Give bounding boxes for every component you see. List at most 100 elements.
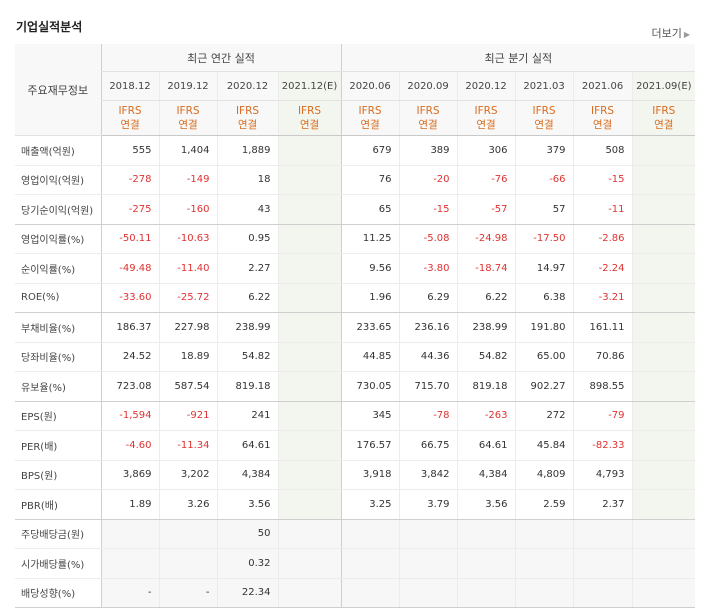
period-header-row: 2018.12 2019.12 2020.12 2021.12(E) 2020.06 20… (15, 71, 696, 101)
table-cell: 3,869 (100, 460, 159, 490)
table-cell (631, 283, 696, 313)
row-label: 유보율(%) (15, 371, 101, 402)
table-cell: -275 (100, 194, 159, 225)
table-row: 매출액(억원) 555 1,404 1,889 679 389 306 379 508 (15, 135, 696, 166)
table-cell: 306 (456, 135, 516, 166)
table-cell: 54.82 (216, 342, 278, 372)
table-cell: -1,594 (100, 401, 159, 431)
table-cell (631, 371, 696, 402)
table-cell: -3.80 (398, 253, 458, 284)
table-cell (340, 578, 400, 608)
table-cell: 45.84 (514, 430, 574, 461)
table-cell: 0.95 (216, 224, 278, 254)
table-cell: 3.26 (158, 489, 217, 520)
table-cell: -11.34 (158, 430, 217, 461)
table-cell: 65 (340, 194, 400, 225)
table-cell: -11 (572, 194, 633, 225)
table-cell: -76 (456, 165, 516, 195)
row-label: 시가배당률(%) (15, 548, 101, 579)
annual-group-header: 최근 연간 실적 (100, 44, 342, 72)
ifrs-header: IFRS 연결 (456, 100, 516, 136)
table-cell: 76 (340, 165, 400, 195)
table-cell (631, 135, 696, 166)
consolidated-label: 연결 (178, 119, 198, 131)
table-cell: -4.60 (100, 430, 159, 461)
financial-table: 주요재무정보 최근 연간 실적 최근 분기 실적 2018.12 2019.12 2… (15, 44, 696, 608)
table-cell (277, 165, 342, 195)
table-cell: 11.25 (340, 224, 400, 254)
table-cell: 22.34 (216, 578, 278, 608)
table-cell: -15 (572, 165, 633, 195)
table-cell: 44.36 (398, 342, 458, 372)
period-header: 2020.09 (398, 71, 458, 101)
ifrs-header: IFRS 연결 (631, 100, 696, 136)
table-cell: 1,889 (216, 135, 278, 166)
table-row: 시가배당률(%) 0.32 (15, 548, 696, 579)
row-label: 당좌비율(%) (15, 342, 101, 372)
table-cell: 54.82 (456, 342, 516, 372)
table-cell: 3.79 (398, 489, 458, 520)
table-row: 당기순이익(억원) -275 -160 43 65 -15 -57 57 -11 (15, 194, 696, 225)
table-cell: -50.11 (100, 224, 159, 254)
row-label: 매출액(억원) (15, 135, 101, 166)
consolidated-label: 연결 (237, 119, 258, 131)
table-cell: 64.61 (216, 430, 278, 461)
table-cell: 236.16 (398, 312, 458, 343)
table-cell: -25.72 (158, 283, 217, 313)
ifrs-header-row: IFRS 연결 IFRS 연결 IFRS 연결 IFRS 연결 IFRS 연결 IFRS 연결 IFRS… (15, 100, 696, 136)
table-cell (631, 430, 696, 461)
table-cell (631, 253, 696, 284)
table-cell (631, 578, 696, 608)
table-cell (514, 578, 574, 608)
table-row: BPS(원) 3,869 3,202 4,384 3,918 3,842 4,384 4,80… (15, 460, 696, 490)
table-cell (277, 135, 342, 166)
table-cell: -24.98 (456, 224, 516, 254)
table-cell (398, 519, 458, 549)
table-cell: 3.56 (456, 489, 516, 520)
more-link[interactable]: 더보기 ▶ (651, 25, 690, 41)
table-cell (277, 371, 342, 402)
table-cell (631, 165, 696, 195)
table-cell: 3,842 (398, 460, 458, 490)
table-cell: 64.61 (456, 430, 516, 461)
table-row: 부채비율(%) 186.37 227.98 238.99 233.65 236.16 238… (15, 312, 696, 343)
period-header: 2021.12(E) (277, 71, 342, 101)
table-cell: 1,404 (158, 135, 217, 166)
table-cell (631, 548, 696, 579)
row-label: BPS(원) (15, 460, 101, 490)
consolidated-label: 연결 (299, 119, 320, 131)
table-cell: -160 (158, 194, 217, 225)
table-cell (100, 519, 159, 549)
ifrs-label: IFRS (297, 105, 322, 117)
table-cell: -66 (514, 165, 574, 195)
table-cell: -11.40 (158, 253, 217, 284)
period-header: 2021.06 (572, 71, 633, 101)
table-cell (277, 283, 342, 313)
table-cell: 227.98 (158, 312, 217, 343)
table-row: 배당성향(%) - -22.34 (15, 578, 696, 608)
ifrs-label: IFRS (358, 105, 382, 117)
table-cell (631, 489, 696, 520)
table-row: ROE(%) -33.60 -25.72 6.22 1.96 6.29 6.22 6.38 -3… (15, 283, 696, 313)
table-cell: -78 (398, 401, 458, 431)
table-cell: 44.85 (340, 342, 400, 372)
table-row: 당좌비율(%) 24.52 18.89 54.82 44.85 44.36 54.82 65.… (15, 342, 696, 372)
table-cell (277, 548, 342, 579)
table-cell (340, 548, 400, 579)
table-row: 영업이익(억원) -278 -149 18 76 -20 -76 -66 -15 (15, 165, 696, 195)
table-cell: -149 (158, 165, 217, 195)
table-cell: 3.56 (216, 489, 278, 520)
chevron-right-icon: ▶ (683, 30, 690, 39)
ifrs-header: IFRS 연결 (514, 100, 574, 136)
table-cell: 0.32 (216, 548, 278, 579)
table-cell (340, 519, 400, 549)
table-cell: 14.97 (514, 253, 574, 284)
table-cell: 241 (216, 401, 278, 431)
table-row: PER(배) -4.60 -11.34 64.61 176.57 66.75 64.61 45… (15, 430, 696, 461)
row-label: 배당성향(%) (15, 578, 101, 608)
table-cell: 3,202 (158, 460, 217, 490)
period-header: 2020.06 (340, 71, 400, 101)
ifrs-label: IFRS (235, 105, 260, 117)
table-cell (277, 519, 342, 549)
ifrs-header: IFRS 연결 (340, 100, 400, 136)
